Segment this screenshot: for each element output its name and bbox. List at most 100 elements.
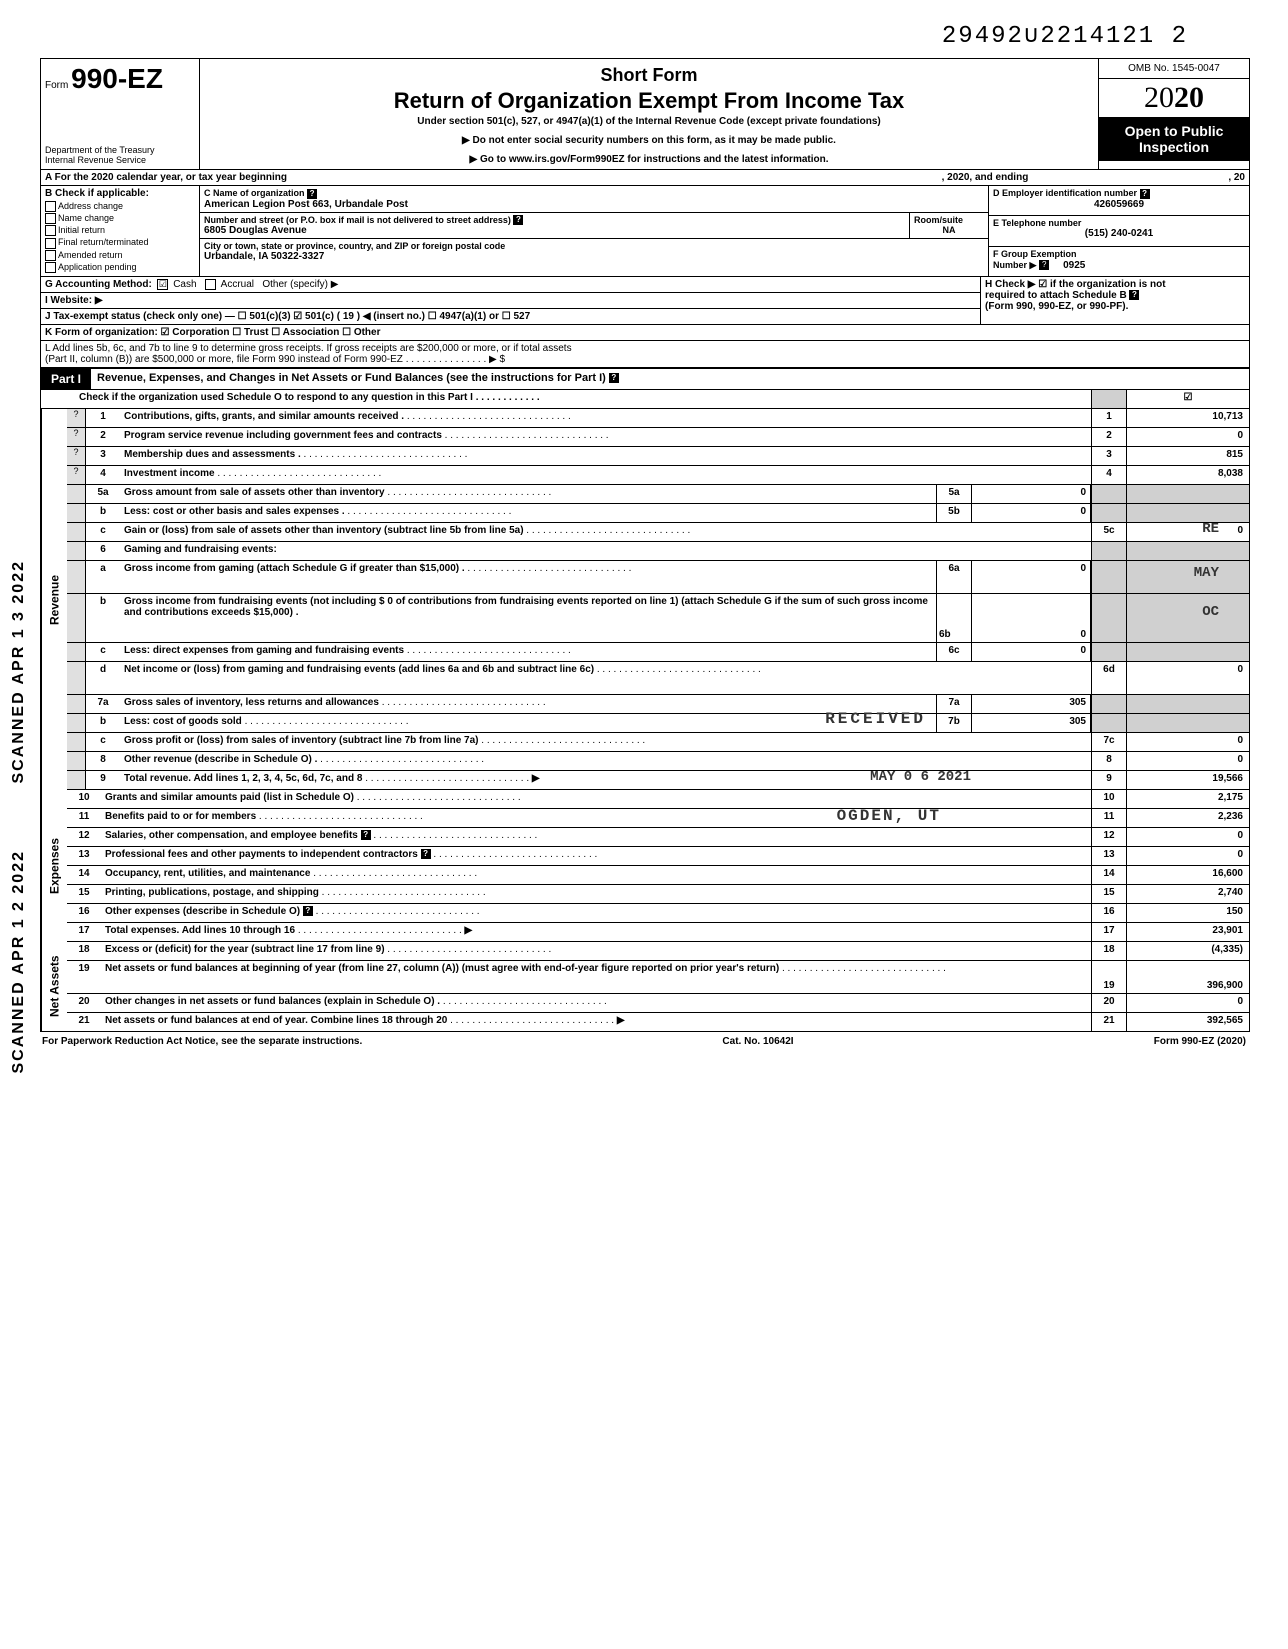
row-desc: Net assets or fund balances at end of ye… — [105, 1015, 447, 1026]
title-short-form: Short Form — [208, 65, 1090, 86]
row-num: b — [86, 714, 120, 732]
inspect-1: Open to Public — [1103, 123, 1245, 139]
help-icon[interactable]: ? — [513, 215, 523, 225]
part1-header: Part I Revenue, Expenses, and Changes in… — [41, 368, 1249, 390]
end-val: 0 — [1127, 662, 1249, 694]
row-num: 8 — [86, 752, 120, 770]
end-val: 2,236 — [1127, 809, 1249, 827]
footer-left: For Paperwork Reduction Act Notice, see … — [42, 1036, 362, 1047]
row-desc: Total expenses. Add lines 10 through 16 — [105, 925, 295, 936]
lbl-amended: Amended return — [58, 250, 123, 260]
help-icon[interactable]: ? — [361, 830, 371, 840]
row-num: c — [86, 733, 120, 751]
l-text2: (Part II, column (B)) are $500,000 or mo… — [45, 354, 1245, 365]
inspect-2: Inspection — [1103, 139, 1245, 155]
part1-label: Part I — [41, 369, 91, 389]
i-lbl: I Website: ▶ — [45, 295, 103, 306]
end-val: 0 — [1237, 525, 1243, 536]
part1-checkbox[interactable]: ☑ — [1127, 390, 1249, 408]
row-num: c — [86, 643, 120, 661]
help-icon[interactable]: ? — [307, 189, 317, 199]
ein-value: 426059669 — [993, 199, 1245, 210]
j-text: J Tax-exempt status (check only one) — ☐… — [45, 311, 530, 322]
omb-number: OMB No. 1545-0047 — [1099, 59, 1249, 79]
row-desc: Gross sales of inventory, less returns a… — [124, 697, 379, 708]
row-num: 4 — [86, 466, 120, 484]
lbl-pending: Application pending — [58, 262, 137, 272]
form-number: 990-EZ — [71, 63, 163, 94]
end-num: 8 — [1091, 752, 1127, 770]
mid-num: 7b — [936, 714, 972, 732]
row-num: 3 — [86, 447, 120, 465]
help-icon[interactable]: ? — [421, 849, 431, 859]
h-text1: H Check ▶ ☑ if the organization is not — [985, 279, 1245, 290]
stamp-re: RE — [1202, 521, 1219, 537]
chk-cash[interactable]: ☑ — [157, 279, 168, 290]
group-exempt-val: 0925 — [1063, 260, 1085, 271]
help-icon[interactable]: ? — [303, 906, 313, 916]
line-k: K Form of organization: ☑ Corporation ☐ … — [41, 325, 1249, 341]
line-j: J Tax-exempt status (check only one) — ☐… — [41, 309, 980, 324]
phone-value: (515) 240-0241 — [993, 228, 1245, 239]
end-num: 14 — [1091, 866, 1127, 884]
end-num: 2 — [1091, 428, 1127, 446]
row-desc: Total revenue. Add lines 1, 2, 3, 4, 5c,… — [124, 773, 362, 784]
chk-amended[interactable] — [45, 250, 56, 261]
arrow-icon: ▶ — [617, 1015, 625, 1026]
chk-pending[interactable] — [45, 262, 56, 273]
row-desc: Net assets or fund balances at beginning… — [105, 963, 779, 974]
lbl-accrual: Accrual — [221, 279, 254, 290]
end-val: 19,566 — [1127, 771, 1249, 789]
netassets-group: Net Assets 18Excess or (deficit) for the… — [41, 942, 1249, 1031]
row-num: 17 — [67, 923, 101, 941]
col-c: C Name of organization ? American Legion… — [200, 186, 988, 276]
end-val: 0 — [1127, 994, 1249, 1012]
chk-name[interactable] — [45, 213, 56, 224]
footer-mid: Cat. No. 10642I — [722, 1036, 793, 1047]
end-num: 16 — [1091, 904, 1127, 922]
stamp-oc: OC — [1202, 604, 1219, 620]
end-num: 10 — [1091, 790, 1127, 808]
row-num: 6 — [86, 542, 120, 560]
row-desc: Gain or (loss) from sale of assets other… — [124, 525, 524, 536]
arrow-icon: ▶ — [532, 773, 540, 784]
end-val: 0 — [1127, 752, 1249, 770]
end-num: 21 — [1091, 1013, 1127, 1031]
end-val: 392,565 — [1127, 1013, 1249, 1031]
row-num: d — [86, 662, 120, 694]
line-a-pre: A For the 2020 calendar year, or tax yea… — [45, 172, 287, 183]
chk-address[interactable] — [45, 201, 56, 212]
help-icon[interactable]: ? — [1129, 290, 1139, 300]
h-text2: required to attach Schedule B — [985, 290, 1127, 301]
chk-final[interactable] — [45, 238, 56, 249]
l-text1: L Add lines 5b, 6c, and 7b to line 9 to … — [45, 343, 1245, 354]
row-num: 21 — [67, 1013, 101, 1031]
part1-check-text: Check if the organization used Schedule … — [75, 390, 1091, 408]
c-addr-lbl: Number and street (or P.O. box if mail i… — [204, 215, 511, 225]
end-num: 19 — [1091, 961, 1127, 993]
row-num: 11 — [67, 809, 101, 827]
mid-num: 5a — [936, 485, 972, 503]
end-val: 10,713 — [1127, 409, 1249, 427]
g-lbl: G Accounting Method: — [45, 279, 152, 290]
line-a-mid: , 2020, and ending — [942, 172, 1029, 183]
scanned-stamp-2: SCANNED APR 1 3 2022 — [10, 560, 28, 783]
f-lbl2: Number ▶ — [993, 260, 1036, 270]
row-desc: Less: cost of goods sold — [124, 716, 242, 727]
stamp-ogden: OGDEN, UT — [837, 807, 941, 825]
help-icon[interactable]: ? — [609, 373, 619, 383]
row-num: 18 — [67, 942, 101, 960]
row-num: 15 — [67, 885, 101, 903]
expenses-group: Expenses 10Grants and similar amounts pa… — [41, 790, 1249, 942]
end-val: 2,175 — [1127, 790, 1249, 808]
end-val: (4,335) — [1127, 942, 1249, 960]
help-icon[interactable]: ? — [1039, 260, 1049, 270]
note-url: ▶ Go to www.irs.gov/Form990EZ for instru… — [208, 154, 1090, 165]
row-desc: Net income or (loss) from gaming and fun… — [124, 664, 594, 675]
part1-title: Revenue, Expenses, and Changes in Net As… — [97, 372, 606, 384]
chk-accrual[interactable] — [205, 279, 216, 290]
row-desc: Gross income from fundraising events (no… — [124, 596, 928, 618]
revenue-group: Revenue ?1Contributions, gifts, grants, … — [41, 409, 1249, 790]
chk-initial[interactable] — [45, 225, 56, 236]
help-icon[interactable]: ? — [1140, 189, 1150, 199]
